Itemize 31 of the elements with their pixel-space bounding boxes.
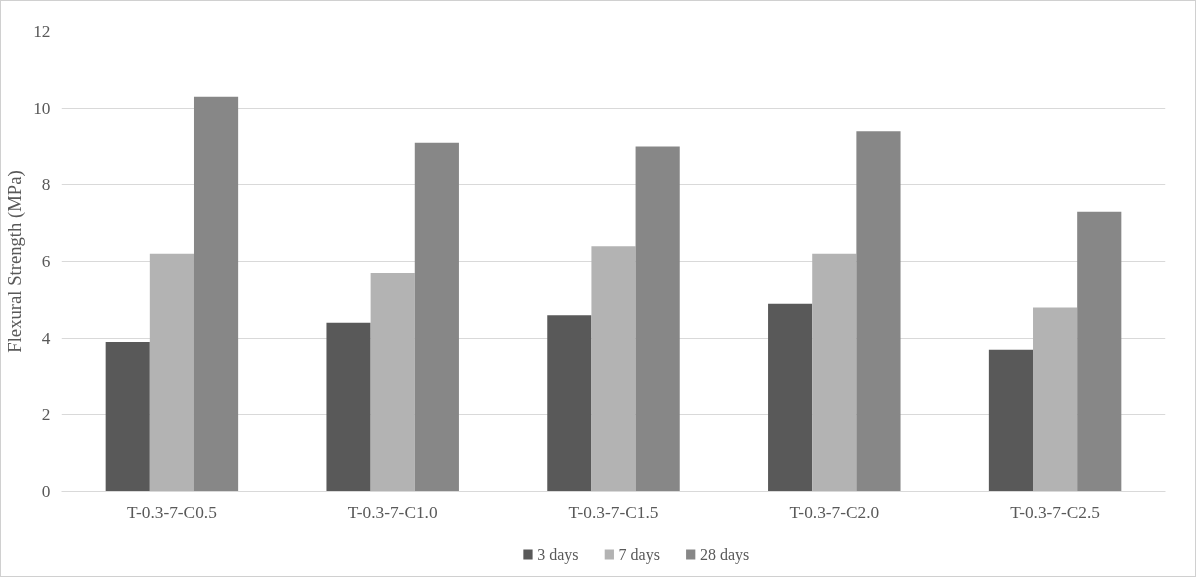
x-tick-label: T-0.3-7-C1.0 [347,502,438,522]
y-tick-label: 8 [41,175,51,195]
x-tick-label: T-0.3-7-C1.5 [568,502,659,522]
bar [326,322,371,492]
bar [812,253,857,492]
bar [1033,307,1078,492]
y-tick-label: 2 [41,405,51,425]
legend-label: 3 days [537,546,579,564]
bar [988,349,1034,492]
x-tick-label: T-0.3-7-C2.0 [789,502,880,522]
y-tick-label: 0 [41,482,51,501]
bar [547,315,592,492]
bar [149,253,194,492]
y-axis-title: Flexural Strength (MPa) [4,170,27,353]
bar [414,142,459,492]
bar [856,131,901,492]
legend-label: 7 days [618,546,660,564]
y-tick-label: 6 [41,252,51,271]
x-tick-label: T-0.3-7-C0.5 [126,502,217,522]
bar [105,342,150,492]
bar [635,146,680,492]
bar [193,96,239,492]
y-tick-label: 10 [33,98,51,118]
bar [768,303,813,492]
bar [1077,211,1122,492]
y-tick-label: 12 [33,22,51,41]
y-tick-label: 4 [41,328,51,348]
legend-label: 28 days [699,546,750,564]
bar [370,273,415,492]
x-tick-label: T-0.3-7-C2.5 [1010,502,1101,522]
bar [591,246,636,492]
